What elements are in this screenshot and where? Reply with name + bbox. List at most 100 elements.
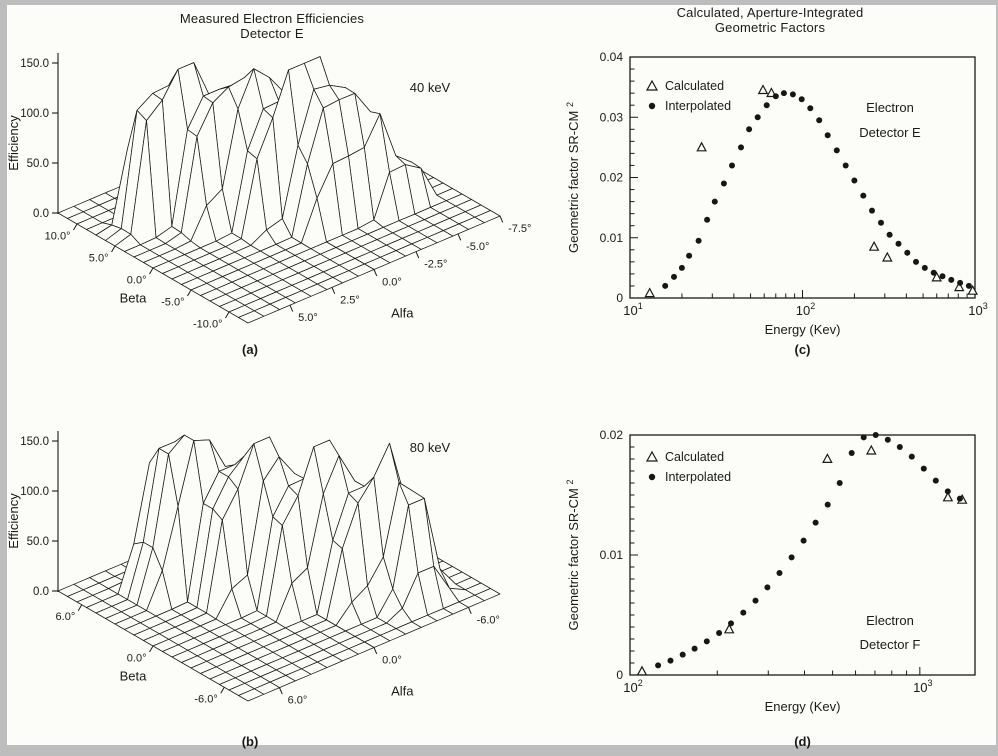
data-point [655, 662, 662, 669]
y-axis-label: Geometric factor SR-CM 2 [565, 480, 581, 631]
svg-text:Beta: Beta [120, 669, 148, 684]
svg-text:-6.0°: -6.0° [194, 694, 217, 706]
legend: Calculated Interpolated [645, 79, 731, 113]
scatter-plot-detector-e: 101 102 103 0 0.01 0.02 0.03 0.04 Energy (Kev) Ge… [565, 50, 988, 337]
svg-text:102: 102 [623, 678, 642, 695]
data-point [848, 450, 855, 456]
efficiency-axis [52, 53, 59, 214]
data-point [913, 258, 919, 265]
panel-b-surface-80kev: 0.0 50.0 100.0 150.0 Efficiency 6.0° 0.0° -6.0°… [0, 378, 545, 756]
data-point [868, 240, 880, 251]
data-point [644, 287, 656, 298]
svg-text:101: 101 [623, 301, 642, 318]
svg-text:6.0°: 6.0° [288, 695, 308, 707]
svg-text:-6.0°: -6.0° [477, 614, 500, 626]
svg-text:2.5°: 2.5° [340, 294, 360, 306]
data-point [884, 436, 891, 443]
beta-axis [73, 223, 230, 319]
data-point [932, 477, 939, 484]
data-point [948, 276, 955, 283]
svg-text:Efficiency: Efficiency [6, 115, 21, 171]
data-point [860, 434, 867, 441]
svg-text:0.01: 0.01 [600, 548, 624, 562]
panel-c-title-line1: Calculated, Aperture-Integrated [676, 5, 864, 20]
data-point [836, 480, 843, 486]
surface-plot-40kev: 0.0 50.0 100.0 150.0 Efficiency 10.0° 5.0° 0.0°… [6, 53, 531, 330]
y-axis-label: Geometric factor SR-CM 2 [565, 102, 581, 253]
axis-tick-labels: 102 103 0 0.01 0.02 Energy (Kev) Geometric fac… [565, 428, 933, 714]
data-point [881, 251, 893, 262]
data-point [789, 91, 796, 98]
data-point [822, 453, 833, 463]
data-point [842, 162, 849, 169]
svg-text:0.04: 0.04 [600, 50, 624, 64]
data-point [944, 488, 951, 495]
data-point [636, 665, 648, 676]
data-point [942, 491, 954, 502]
data-point [679, 651, 686, 658]
svg-text:Calculated: Calculated [665, 450, 724, 464]
svg-text:0.01: 0.01 [600, 231, 624, 245]
panel-a-title-line1: Measured Electron Efficiencies [179, 11, 365, 26]
data-point [728, 620, 734, 627]
data-point [752, 597, 759, 604]
svg-text:Interpolated: Interpolated [665, 99, 731, 113]
data-point [703, 638, 710, 645]
data-point [878, 219, 884, 226]
svg-text:0.02: 0.02 [600, 171, 624, 185]
legend-dot-marker [648, 102, 656, 110]
data-point [763, 102, 770, 109]
svg-text:50.0: 50.0 [27, 536, 49, 548]
data-point [691, 645, 698, 652]
data-point [696, 141, 707, 152]
svg-text:0.0°: 0.0° [382, 276, 402, 288]
svg-text:-5.0°: -5.0° [466, 241, 489, 253]
svg-text:6.0°: 6.0° [56, 611, 76, 623]
data-point [904, 249, 911, 256]
data-point [833, 147, 840, 154]
surface-mesh [57, 56, 501, 324]
svg-text:0.0: 0.0 [33, 586, 49, 598]
panel-a-title: Measured Electron Efficiencies Detector … [92, 11, 452, 41]
data-point [671, 273, 677, 280]
data-point [740, 609, 747, 616]
data-point [798, 96, 805, 103]
svg-text:5.0°: 5.0° [298, 312, 318, 324]
svg-text:0: 0 [616, 668, 623, 682]
energy-label-40kev: 40 keV [409, 80, 451, 95]
data-point [921, 264, 928, 271]
data-point [851, 177, 858, 184]
data-point [930, 269, 937, 276]
svg-text:Alfa: Alfa [391, 683, 414, 698]
detector-annotation: Electron Detector F [860, 613, 921, 652]
panel-c-title-line2: Geometric Factors [714, 19, 826, 35]
efficiency-tick-labels: 0.0 50.0 100.0 150.0 Efficiency [6, 58, 49, 220]
data-point [953, 281, 965, 292]
energy-label-80kev: 80 keV [409, 440, 451, 455]
data-point [812, 519, 819, 526]
data-point [939, 273, 946, 280]
svg-text:50.0: 50.0 [27, 158, 49, 170]
svg-text:Efficiency: Efficiency [6, 493, 21, 549]
data-point [865, 444, 877, 455]
series-interpolated [662, 90, 972, 289]
efficiency-axis [52, 431, 59, 592]
beta-tick-labels: 6.0° 0.0° -6.0° Beta [56, 611, 218, 706]
data-point [704, 216, 711, 223]
data-point [956, 495, 963, 502]
alfa-tick-labels: 5.0° 2.5° 0.0° -2.5° -5.0° -7.5° Alfa [298, 223, 531, 324]
detector-annotation: Electron Detector E [859, 100, 921, 140]
svg-text:100.0: 100.0 [20, 486, 49, 498]
data-point [957, 279, 964, 286]
data-point [729, 162, 735, 169]
panel-c-geometric-factor-e: 101 102 103 0 0.01 0.02 0.03 0.04 Energy (Kev) Ge… [545, 0, 998, 378]
panel-a-title-line2: Detector E [240, 25, 304, 41]
svg-text:Detector F: Detector F [860, 637, 921, 652]
legend-triangle-marker [645, 450, 659, 462]
svg-text:-10.0°: -10.0° [193, 318, 222, 330]
x-axis-label: Energy (Kev) [765, 699, 841, 714]
svg-text:-7.5°: -7.5° [508, 223, 531, 235]
data-point [780, 90, 787, 97]
data-point [678, 264, 685, 271]
data-point [776, 570, 783, 576]
